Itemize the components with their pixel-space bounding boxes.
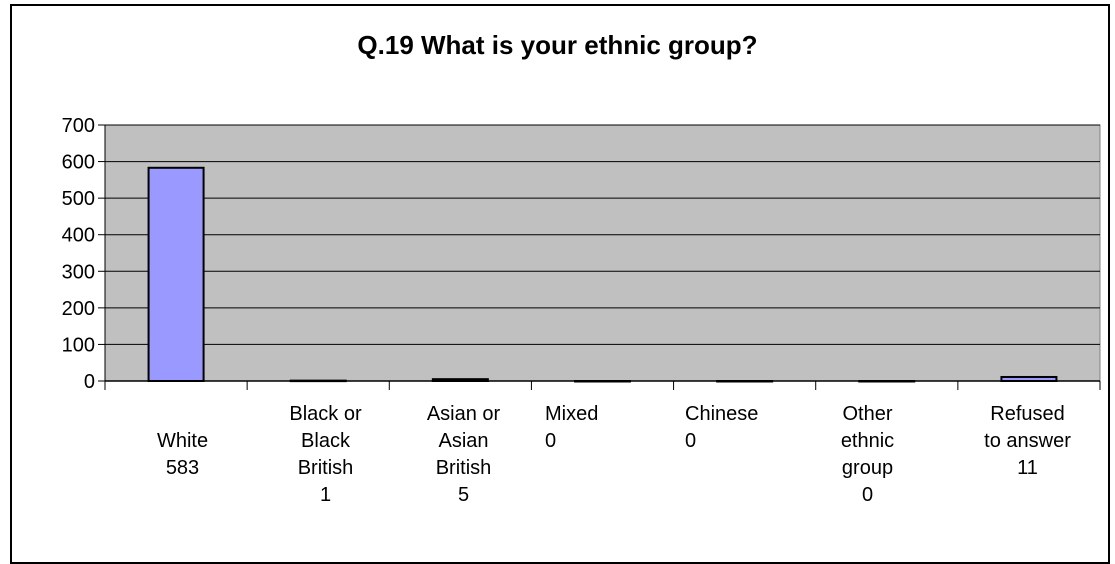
chart-title: Q.19 What is your ethnic group? (357, 30, 758, 60)
x-category-label: White 583 (156, 430, 209, 479)
x-category-label: Refused to answer 11 (984, 403, 1071, 479)
y-tick-label: 600 (62, 152, 95, 174)
y-tick-label: 300 (62, 261, 95, 283)
x-category-label: Black or Black British 1 (289, 403, 362, 506)
x-category-label: Mixed 0 (545, 403, 599, 452)
bar (716, 380, 774, 383)
y-tick-label: 700 (62, 115, 95, 137)
y-tick-label: 500 (62, 188, 95, 210)
chart-canvas: 0 100 200 300 400 500 600 700 (62, 115, 1101, 393)
y-tick-label: 200 (62, 298, 95, 320)
bar (574, 380, 631, 383)
grid-lines (105, 124, 1100, 345)
y-tick-label: 400 (62, 225, 95, 247)
bar (1000, 375, 1058, 382)
x-category-label: Other ethnic group 0 (840, 403, 895, 506)
bar (431, 378, 489, 382)
y-tick-label: 100 (62, 334, 95, 356)
bar (147, 166, 205, 382)
y-axis: 0 100 200 300 400 500 600 700 (62, 115, 106, 393)
bar (858, 380, 916, 383)
plot-area (104, 124, 1101, 382)
bar (289, 379, 347, 383)
x-category-label: Asian or Asian British 5 (426, 403, 501, 506)
x-category-label: Chinese 0 (685, 403, 759, 452)
y-tick-label: 0 (84, 371, 95, 393)
bars (147, 166, 1058, 383)
